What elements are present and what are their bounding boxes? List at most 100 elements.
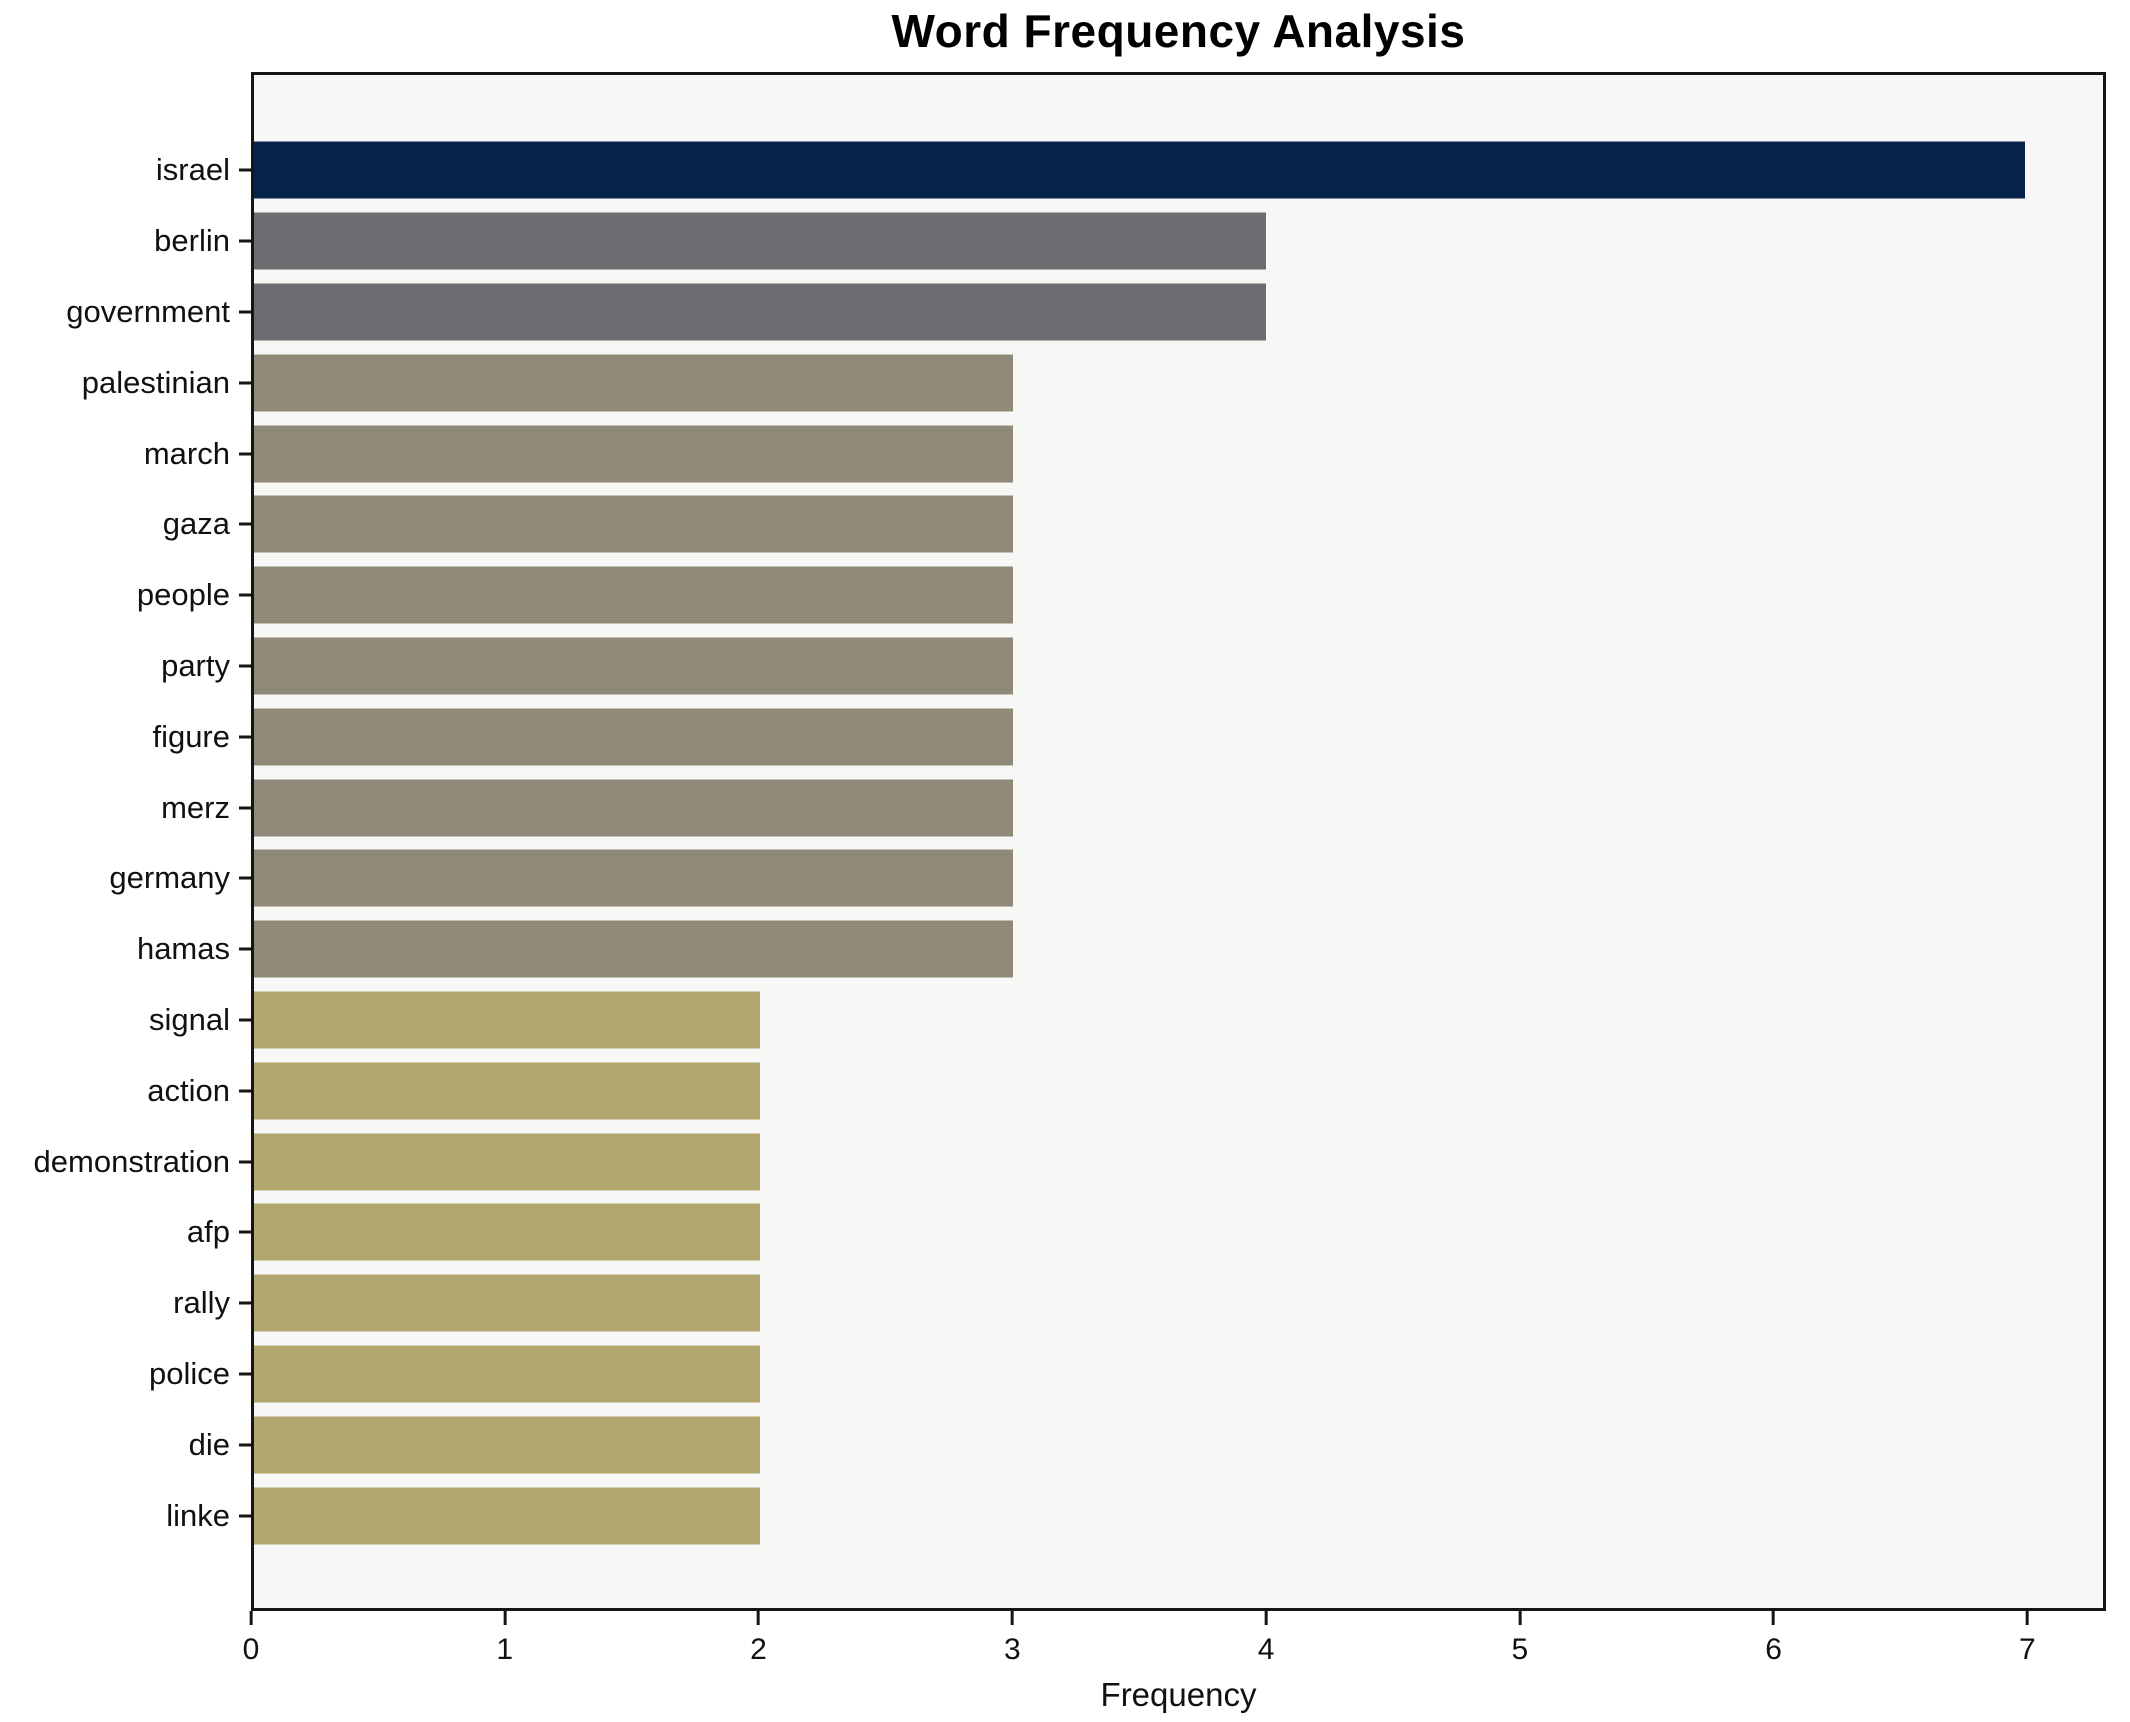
bar-demonstration (254, 1133, 760, 1191)
x-tick-3: 3 (1004, 1611, 1021, 1667)
y-tick-label-afp: afp (186, 1214, 230, 1250)
bar-linke (254, 1487, 760, 1545)
y-tick-label-israel: israel (155, 152, 230, 188)
bar-die (254, 1416, 760, 1474)
y-tick-mark-rally (239, 1301, 251, 1305)
y-tick-label-demonstration: demonstration (33, 1143, 230, 1179)
y-tick-mark-palestinian (239, 381, 251, 385)
bar-afp (254, 1203, 760, 1261)
bar-row-germany: germany (109, 843, 2103, 914)
bar-row-march: march (144, 418, 2103, 489)
x-tick-label-3: 3 (1003, 1633, 1021, 1666)
y-tick-mark-germany (239, 876, 251, 880)
y-tick-mark-figure (239, 735, 251, 739)
y-tick-label-germany: germany (109, 860, 230, 896)
y-tick-mark-people (239, 593, 251, 597)
y-tick-label-march: march (143, 435, 230, 471)
y-tick-mark-berlin (239, 239, 251, 243)
x-tick-label-1: 1 (496, 1633, 514, 1666)
x-tick-0: 0 (242, 1611, 260, 1667)
y-tick-mark-gaza (239, 522, 251, 526)
bar-figure (254, 708, 1013, 766)
x-tick-2: 2 (750, 1611, 767, 1667)
bar-rally (254, 1274, 760, 1332)
y-tick-label-gaza: gaza (162, 506, 230, 542)
y-tick-label-party: party (161, 647, 230, 683)
x-tick-mark-3 (1010, 1611, 1014, 1625)
bar-row-berlin: berlin (154, 206, 2103, 277)
bar-berlin (254, 212, 1266, 270)
bar-people (254, 566, 1013, 624)
bar-row-action: action (147, 1055, 2103, 1126)
bar-row-linke: linke (166, 1480, 2103, 1551)
bar-row-hamas: hamas (137, 914, 2103, 985)
bar-israel (254, 141, 2025, 199)
x-tick-6: 6 (1765, 1611, 1782, 1667)
y-tick-label-linke: linke (166, 1497, 230, 1533)
y-tick-label-rally: rally (173, 1285, 230, 1321)
x-tick-mark-2 (757, 1611, 761, 1625)
x-tick-7: 7 (2019, 1611, 2036, 1667)
y-tick-mark-party (239, 664, 251, 668)
bar-row-party: party (161, 631, 2103, 702)
y-tick-label-merz: merz (161, 789, 230, 825)
bar-row-rally: rally (173, 1268, 2103, 1339)
x-tick-mark-4 (1264, 1611, 1268, 1625)
y-tick-mark-police (239, 1372, 251, 1376)
bar-gaza (254, 495, 1013, 553)
y-tick-mark-government (239, 310, 251, 314)
bar-row-demonstration: demonstration (34, 1126, 2103, 1197)
y-tick-mark-action (239, 1089, 251, 1093)
y-tick-mark-march (239, 452, 251, 456)
bar-party (254, 637, 1013, 695)
x-tick-mark-6 (1772, 1611, 1776, 1625)
bar-government (254, 283, 1266, 341)
bar-signal (254, 991, 760, 1049)
bar-row-gaza: gaza (163, 489, 2103, 560)
y-tick-label-die: die (188, 1426, 230, 1462)
bar-row-signal: signal (149, 985, 2103, 1056)
y-tick-label-signal: signal (149, 1001, 230, 1037)
bar-police (254, 1345, 760, 1403)
bar-row-israel: israel (156, 135, 2103, 206)
x-tick-label-2: 2 (750, 1633, 767, 1666)
y-tick-label-people: people (136, 577, 230, 613)
x-tick-4: 4 (1258, 1611, 1274, 1667)
bar-action (254, 1062, 760, 1120)
x-tick-label-6: 6 (1765, 1633, 1782, 1666)
x-tick-mark-7 (2025, 1611, 2029, 1625)
bar-row-afp: afp (187, 1197, 2103, 1268)
bar-row-police: police (149, 1339, 2103, 1410)
bar-row-government: government (66, 277, 2103, 348)
bars-group: israel berlin government palestinian march ga… (34, 135, 2103, 1551)
bar-march (254, 425, 1013, 483)
y-tick-mark-israel (239, 168, 251, 172)
x-tick-mark-1 (503, 1611, 507, 1625)
y-tick-mark-die (239, 1443, 251, 1447)
bar-row-palestinian: palestinian (82, 347, 2103, 418)
x-tick-mark-5 (1518, 1611, 1522, 1625)
x-axis: 0 1 2 3 4 5 6 7 (243, 1611, 2106, 1701)
y-tick-label-police: police (149, 1355, 230, 1391)
y-tick-mark-hamas (239, 947, 251, 951)
y-tick-label-palestinian: palestinian (81, 364, 230, 400)
y-tick-mark-signal (239, 1018, 251, 1022)
x-tick-1: 1 (496, 1611, 513, 1667)
bar-row-merz: merz (161, 772, 2103, 843)
x-tick-mark-0 (249, 1611, 253, 1625)
y-tick-label-figure: figure (152, 718, 230, 754)
bar-row-people: people (137, 560, 2103, 631)
bar-row-figure: figure (152, 701, 2103, 772)
y-tick-mark-linke (239, 1514, 251, 1518)
bar-germany (254, 849, 1013, 907)
x-tick-label-0: 0 (242, 1633, 260, 1666)
bar-row-die: die (189, 1409, 2103, 1480)
y-tick-mark-demonstration (239, 1160, 251, 1164)
x-tick-label-5: 5 (1511, 1633, 1529, 1666)
y-tick-label-government: government (66, 293, 230, 329)
plot-area: israel berlin government palestinian march ga… (34, 72, 2106, 1611)
bar-palestinian (254, 354, 1013, 412)
y-tick-label-berlin: berlin (154, 223, 230, 259)
x-tick-5: 5 (1511, 1611, 1528, 1667)
